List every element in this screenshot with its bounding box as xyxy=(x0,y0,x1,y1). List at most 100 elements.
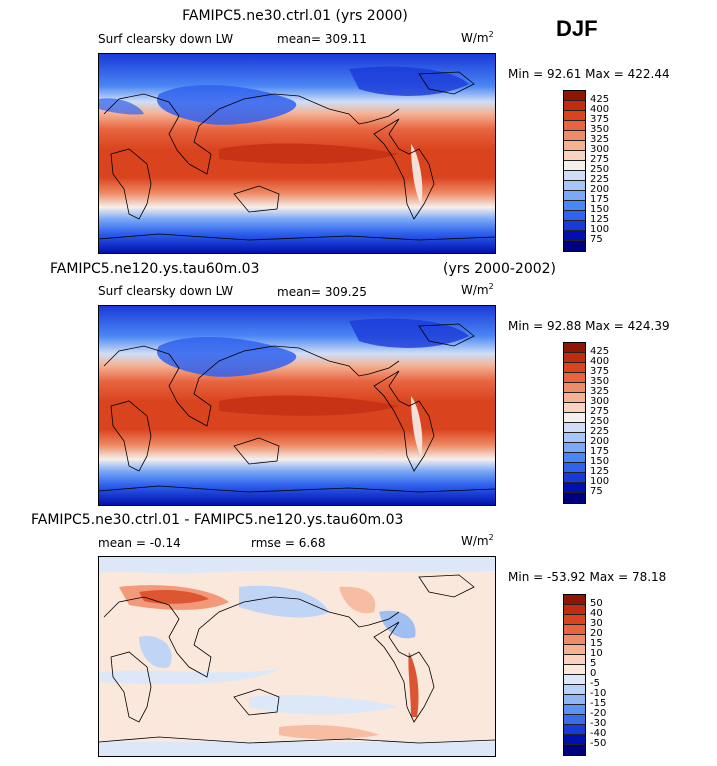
colorbar-tick-label: -5 xyxy=(590,678,600,689)
colorbar-tick-label: 40 xyxy=(590,608,603,619)
colorbar-tick-label: 100 xyxy=(590,224,610,235)
colorbar-segment xyxy=(564,665,585,675)
colorbar-tick-label: 275 xyxy=(590,406,610,417)
colorbar-segment xyxy=(564,121,585,131)
colorbar-tick-label: 175 xyxy=(590,194,610,205)
colorbar-segment xyxy=(564,745,585,755)
colorbar-tick-label: 425 xyxy=(590,94,610,105)
panel2-map-svg xyxy=(99,306,495,505)
colorbar-tick-label: 125 xyxy=(590,466,610,477)
colorbar-segment xyxy=(564,413,585,423)
colorbar-segment xyxy=(564,685,585,695)
colorbar-segment xyxy=(564,373,585,383)
colorbar-segment xyxy=(564,453,585,463)
colorbar-tick-label: 425 xyxy=(590,346,610,357)
panel3-units: W/m2 xyxy=(461,533,494,548)
colorbar-tick-label: 20 xyxy=(590,628,603,639)
colorbar-tick-label: 0 xyxy=(590,668,597,679)
colorbar-tick-label: -50 xyxy=(590,738,607,749)
colorbar-tick-label: -10 xyxy=(590,688,607,699)
colorbar-tick-label: 5 xyxy=(590,658,597,669)
colorbar-segment xyxy=(564,705,585,715)
panel1-mean: mean= 309.11 xyxy=(277,32,367,46)
colorbar-segment xyxy=(564,171,585,181)
colorbar-tick-label: 50 xyxy=(590,598,603,609)
colorbar-segment xyxy=(564,393,585,403)
panel1-map-svg xyxy=(99,54,495,253)
colorbar-tick-label: 250 xyxy=(590,164,610,175)
colorbar-segment xyxy=(564,191,585,201)
panel1-min-max: Min = 92.61 Max = 422.44 xyxy=(508,67,670,81)
colorbar-tick-label: 150 xyxy=(590,456,610,467)
colorbar-segment xyxy=(564,131,585,141)
colorbar-tick-label: 275 xyxy=(590,154,610,165)
colorbar-segment xyxy=(564,715,585,725)
colorbar-tick-label: 325 xyxy=(590,134,610,145)
colorbar-tick-label: 15 xyxy=(590,638,603,649)
colorbar-segment xyxy=(564,383,585,393)
panel3-title: FAMIPC5.ne30.ctrl.01 - FAMIPC5.ne120.ys.… xyxy=(31,512,404,528)
colorbar-segment xyxy=(564,221,585,231)
colorbar-segment xyxy=(564,353,585,363)
panel3-mean: mean = -0.14 xyxy=(98,536,181,550)
colorbar-segment xyxy=(564,231,585,241)
colorbar-tick-label: -40 xyxy=(590,728,607,739)
panel1-units: W/m2 xyxy=(461,30,494,45)
colorbar-segment xyxy=(564,91,585,101)
panel3-map xyxy=(98,556,496,757)
colorbar-segment xyxy=(564,595,585,605)
colorbar-tick-label: 175 xyxy=(590,446,610,457)
colorbar-tick-label: 125 xyxy=(590,214,610,225)
colorbar-tick-label: 400 xyxy=(590,104,610,115)
colorbar-segment xyxy=(564,675,585,685)
colorbar-segment xyxy=(564,493,585,503)
colorbar-tick-label: -15 xyxy=(590,698,607,709)
panel3-rmse: rmse = 6.68 xyxy=(251,536,326,550)
colorbar-tick-label: 375 xyxy=(590,366,610,377)
colorbar-tick-label: 75 xyxy=(590,486,603,497)
colorbar-tick-label: 75 xyxy=(590,234,603,245)
colorbar-segment xyxy=(564,101,585,111)
panel3-colorbar xyxy=(563,594,586,756)
colorbar-tick-label: 100 xyxy=(590,476,610,487)
colorbar-segment xyxy=(564,161,585,171)
colorbar-tick-label: 375 xyxy=(590,114,610,125)
colorbar-segment xyxy=(564,615,585,625)
panel2-map xyxy=(98,305,496,506)
panel1-colorbar xyxy=(563,90,586,252)
colorbar-segment xyxy=(564,463,585,473)
colorbar-segment xyxy=(564,725,585,735)
colorbar-tick-label: -20 xyxy=(590,708,607,719)
colorbar-segment xyxy=(564,695,585,705)
colorbar-segment xyxy=(564,363,585,373)
panel2-title: FAMIPC5.ne120.ys.tau60m.03 xyxy=(50,261,260,277)
colorbar-segment xyxy=(564,241,585,251)
colorbar-segment xyxy=(564,211,585,221)
panel2-years: (yrs 2000-2002) xyxy=(443,261,557,277)
colorbar-segment xyxy=(564,141,585,151)
panel2-variable: Surf clearsky down LW xyxy=(98,284,234,298)
colorbar-segment xyxy=(564,423,585,433)
colorbar-segment xyxy=(564,655,585,665)
colorbar-segment xyxy=(564,735,585,745)
panel2-units: W/m2 xyxy=(461,282,494,297)
colorbar-segment xyxy=(564,433,585,443)
colorbar-tick-label: 350 xyxy=(590,376,610,387)
panel1-title: FAMIPC5.ne30.ctrl.01 (yrs 2000) xyxy=(182,8,408,24)
panel1-variable: Surf clearsky down LW xyxy=(98,32,234,46)
colorbar-segment xyxy=(564,201,585,211)
colorbar-segment xyxy=(564,151,585,161)
panel2-mean: mean= 309.25 xyxy=(277,285,367,299)
colorbar-segment xyxy=(564,443,585,453)
colorbar-tick-label: -30 xyxy=(590,718,607,729)
colorbar-segment xyxy=(564,605,585,615)
colorbar-tick-label: 200 xyxy=(590,184,610,195)
panel1-map xyxy=(98,53,496,254)
colorbar-segment xyxy=(564,625,585,635)
panel3-min-max: Min = -53.92 Max = 78.18 xyxy=(508,570,667,584)
colorbar-tick-label: 30 xyxy=(590,618,603,629)
colorbar-segment xyxy=(564,403,585,413)
colorbar-tick-label: 10 xyxy=(590,648,603,659)
colorbar-tick-label: 300 xyxy=(590,144,610,155)
colorbar-tick-label: 150 xyxy=(590,204,610,215)
